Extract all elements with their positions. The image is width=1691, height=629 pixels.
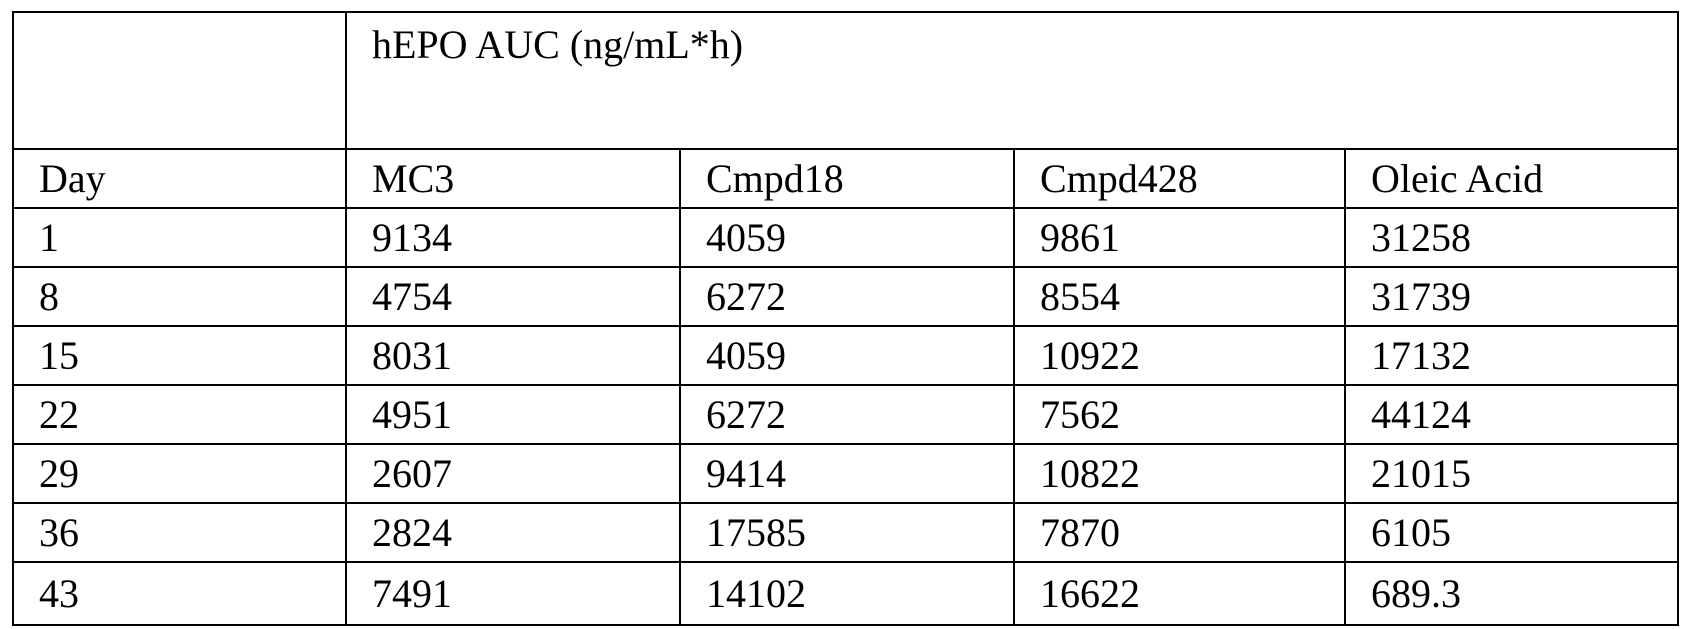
value-cell: 31258	[1345, 208, 1678, 267]
value-cell: 7491	[346, 562, 680, 625]
group-header-row: hEPO AUC (ng/mL*h)	[13, 12, 1678, 149]
day-cell: 1	[13, 208, 346, 267]
value-cell: 9861	[1014, 208, 1345, 267]
value-cell: 44124	[1345, 385, 1678, 444]
value-cell: 21015	[1345, 444, 1678, 503]
value-cell: 17132	[1345, 326, 1678, 385]
group-header-cell: hEPO AUC (ng/mL*h)	[346, 12, 1678, 149]
value-cell: 9134	[346, 208, 680, 267]
table-row: 2249516272756244124	[13, 385, 1678, 444]
day-cell: 36	[13, 503, 346, 562]
day-cell: 15	[13, 326, 346, 385]
value-cell: 689.3	[1345, 562, 1678, 625]
value-cell: 10922	[1014, 326, 1345, 385]
table-row: 191344059986131258	[13, 208, 1678, 267]
value-cell: 4059	[680, 326, 1014, 385]
value-cell: 4059	[680, 208, 1014, 267]
table-row: 847546272855431739	[13, 267, 1678, 326]
value-cell: 8031	[346, 326, 680, 385]
table-row: 4374911410216622689.3	[13, 562, 1678, 625]
value-cell: 14102	[680, 562, 1014, 625]
column-header-day: Day	[13, 149, 346, 208]
value-cell: 8554	[1014, 267, 1345, 326]
table-row: 29260794141082221015	[13, 444, 1678, 503]
value-cell: 31739	[1345, 267, 1678, 326]
value-cell: 4951	[346, 385, 680, 444]
day-cell: 8	[13, 267, 346, 326]
value-cell: 9414	[680, 444, 1014, 503]
value-cell: 7870	[1014, 503, 1345, 562]
empty-corner-cell	[13, 12, 346, 149]
value-cell: 2824	[346, 503, 680, 562]
value-cell: 16622	[1014, 562, 1345, 625]
value-cell: 2607	[346, 444, 680, 503]
column-header-row: Day MC3 Cmpd18 Cmpd428 Oleic Acid	[13, 149, 1678, 208]
column-header-mc3: MC3	[346, 149, 680, 208]
column-header-oleic-acid: Oleic Acid	[1345, 149, 1678, 208]
day-cell: 29	[13, 444, 346, 503]
value-cell: 7562	[1014, 385, 1345, 444]
value-cell: 4754	[346, 267, 680, 326]
column-header-cmpd428: Cmpd428	[1014, 149, 1345, 208]
value-cell: 17585	[680, 503, 1014, 562]
day-cell: 22	[13, 385, 346, 444]
value-cell: 6272	[680, 267, 1014, 326]
value-cell: 10822	[1014, 444, 1345, 503]
hepo-auc-table: hEPO AUC (ng/mL*h) Day MC3 Cmpd18 Cmpd42…	[12, 11, 1679, 626]
table-row: 15803140591092217132	[13, 326, 1678, 385]
value-cell: 6105	[1345, 503, 1678, 562]
value-cell: 6272	[680, 385, 1014, 444]
table-row: 3628241758578706105	[13, 503, 1678, 562]
day-cell: 43	[13, 562, 346, 625]
column-header-cmpd18: Cmpd18	[680, 149, 1014, 208]
